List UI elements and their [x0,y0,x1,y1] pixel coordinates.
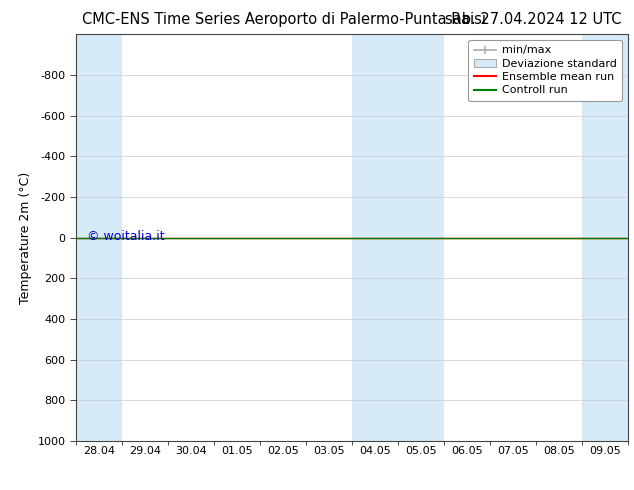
Bar [581,34,628,441]
Bar [76,34,122,441]
Y-axis label: Temperature 2m (°C): Temperature 2m (°C) [19,172,32,304]
Text: sab. 27.04.2024 12 UTC: sab. 27.04.2024 12 UTC [445,12,621,27]
Text: CMC-ENS Time Series Aeroporto di Palermo-Punta Raisi: CMC-ENS Time Series Aeroporto di Palermo… [82,12,486,27]
Legend: min/max, Deviazione standard, Ensemble mean run, Controll run: min/max, Deviazione standard, Ensemble m… [469,40,622,101]
Bar [352,34,444,441]
Text: © woitalia.it: © woitalia.it [87,229,165,243]
